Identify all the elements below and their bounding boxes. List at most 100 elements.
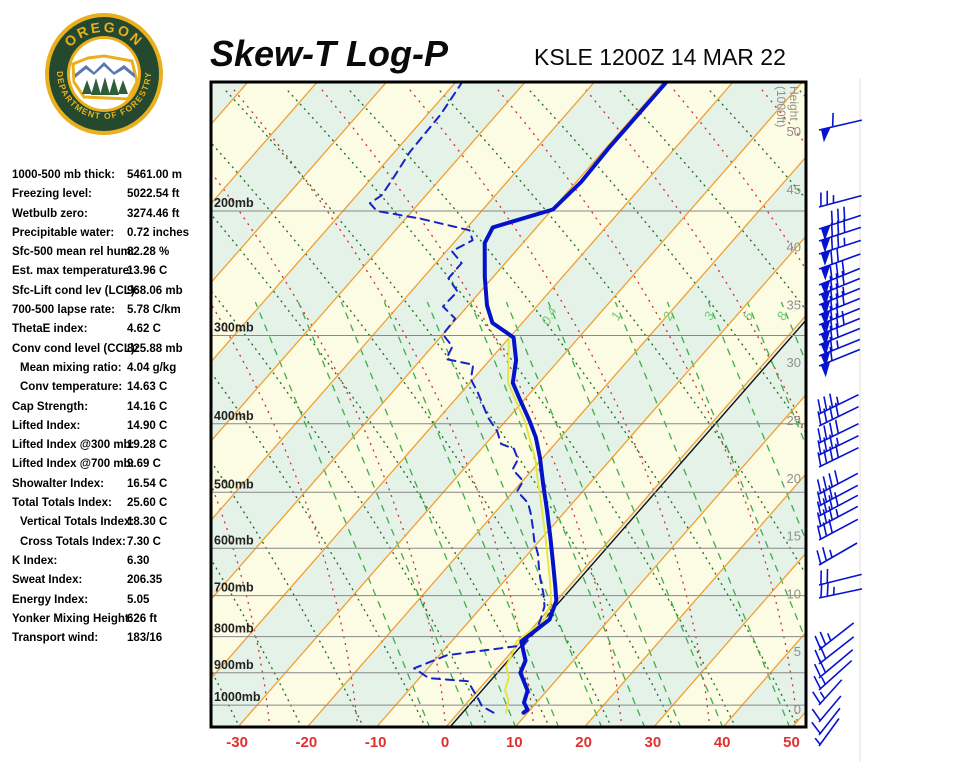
index-label: Lifted Index: (12, 419, 81, 432)
svg-text:40: 40 (714, 734, 731, 751)
index-value: 25.60 C (127, 497, 168, 510)
wind-barb (818, 112, 863, 143)
wind-barb (818, 346, 861, 378)
isotherm-lines (211, 82, 806, 727)
svg-text:0: 0 (794, 702, 801, 717)
wind-barb (812, 679, 843, 706)
svg-text:50: 50 (783, 734, 800, 751)
wind-barb (818, 568, 862, 586)
svg-text:10: 10 (506, 734, 523, 751)
temperature-trace (482, 82, 670, 715)
wind-barb (816, 505, 859, 528)
plot-area (211, 82, 806, 727)
index-label: Sweat Index: (12, 574, 83, 587)
index-label: K Index: (12, 554, 58, 567)
svg-text:40: 40 (787, 240, 801, 255)
index-label: Conv temperature: (20, 381, 123, 394)
svg-text:0: 0 (441, 734, 449, 751)
index-value: 16.54 C (127, 477, 168, 490)
wind-barb (818, 323, 861, 357)
index-value: 5461.00 m (127, 169, 182, 181)
index-label: Energy Index: (12, 593, 89, 606)
wind-barb (813, 659, 853, 691)
index-row: Energy Index: 5.05 (12, 591, 212, 610)
wind-barb (816, 518, 859, 541)
svg-text:200mb: 200mb (214, 196, 254, 210)
wind-barb (818, 310, 861, 347)
index-row: Sfc-Lift cond lev (LCL): 968.06 mb (12, 282, 212, 301)
index-row: Conv temperature: 14.63 C (12, 378, 212, 397)
svg-text:700mb: 700mb (214, 581, 254, 595)
svg-text:45: 45 (787, 182, 801, 197)
wind-barb (818, 206, 862, 241)
index-label: Sfc-Lift cond lev (LCL): (12, 284, 139, 297)
wind-barb (818, 290, 861, 327)
page-title: Skew-T Log-P (210, 33, 449, 74)
index-row: Sweat Index: 206.35 (12, 571, 212, 590)
index-label: Vertical Totals Index: (20, 516, 135, 529)
wind-barbs (811, 112, 863, 747)
dry-adiabats (211, 87, 806, 727)
index-value: 19.28 C (127, 439, 168, 452)
svg-text:10: 10 (787, 586, 801, 601)
wind-barb (817, 402, 859, 427)
wetbulb-trace (504, 336, 553, 714)
wind-barb (814, 622, 855, 651)
mixing-ratio-lines (254, 301, 806, 727)
index-row: 700-500 lapse rate: 5.78 C/km (12, 301, 212, 320)
svg-text:800mb: 800mb (214, 622, 254, 636)
index-value: 0.72 inches (127, 226, 190, 239)
index-value: 7.30 C (127, 535, 161, 548)
wind-barb (811, 707, 841, 736)
index-value: 5.78 C/km (127, 304, 181, 317)
index-value: 3274.46 ft (127, 207, 180, 220)
index-value: 5022.54 ft (127, 188, 180, 201)
wind-barb (818, 218, 862, 253)
index-label: 700-500 lapse rate: (12, 304, 115, 317)
index-label: Freezing level: (12, 188, 92, 201)
odf-logo: OREGON DEPARTMENT OF FORESTRY (45, 13, 163, 135)
index-row: K Index: 6.30 (12, 552, 212, 571)
svg-text:600mb: 600mb (214, 533, 254, 547)
index-value: 14.63 C (127, 381, 168, 394)
index-row: ThetaE index: 4.62 C (12, 320, 212, 339)
svg-text:20: 20 (575, 734, 592, 751)
svg-text:50: 50 (787, 124, 801, 139)
index-row: Wetbulb zero: 3274.46 ft (12, 205, 212, 224)
index-label: Precipitable water: (12, 226, 115, 239)
index-row: Cap Strength: 14.16 C (12, 398, 212, 417)
svg-text:500mb: 500mb (214, 477, 254, 491)
index-label: Showalter Index: (12, 477, 105, 490)
index-label: Mean mixing ratio: (20, 361, 122, 374)
index-label: Wetbulb zero: (12, 207, 88, 220)
svg-text:-20: -20 (296, 734, 318, 751)
wind-barb (813, 649, 854, 679)
index-label: 1000-500 mb thick: (12, 169, 115, 181)
index-row: Precipitable water: 0.72 inches (12, 224, 212, 243)
svg-text:15: 15 (787, 529, 801, 544)
index-row: Mean mixing ratio: 4.04 g/kg (12, 359, 212, 378)
svg-text:1000mb: 1000mb (214, 690, 261, 704)
wind-barb (818, 247, 861, 281)
wind-barb (818, 190, 862, 208)
index-label: Est. max temperature: (12, 265, 133, 278)
wind-barb (818, 270, 861, 307)
index-row: Total Totals Index: 25.60 C (12, 494, 212, 513)
wind-barb (816, 492, 859, 517)
index-row: Conv cond level (CCL): 825.88 mb (12, 340, 212, 359)
temp-tick-labels: -30 -20 -10 0 10 20 30 40 50 (226, 734, 800, 751)
index-row: 1000-500 mb thick: 5461.00 m (12, 166, 212, 185)
wind-barb (818, 260, 861, 297)
wind-barb (818, 303, 861, 337)
index-row: Lifted Index @700 mb: 9.69 C (12, 455, 212, 474)
wind-barb (814, 636, 855, 665)
svg-text:35: 35 (787, 297, 801, 312)
svg-text:30: 30 (787, 355, 801, 370)
index-row: Transport wind: 183/16 (12, 629, 212, 648)
index-value: 13.96 C (127, 265, 168, 278)
svg-text:5: 5 (794, 644, 801, 659)
svg-text:20: 20 (787, 471, 801, 486)
index-value: 626 ft (127, 612, 158, 625)
svg-text:0.4: 0.4 (538, 304, 560, 327)
oregon-state-scene (71, 54, 139, 101)
